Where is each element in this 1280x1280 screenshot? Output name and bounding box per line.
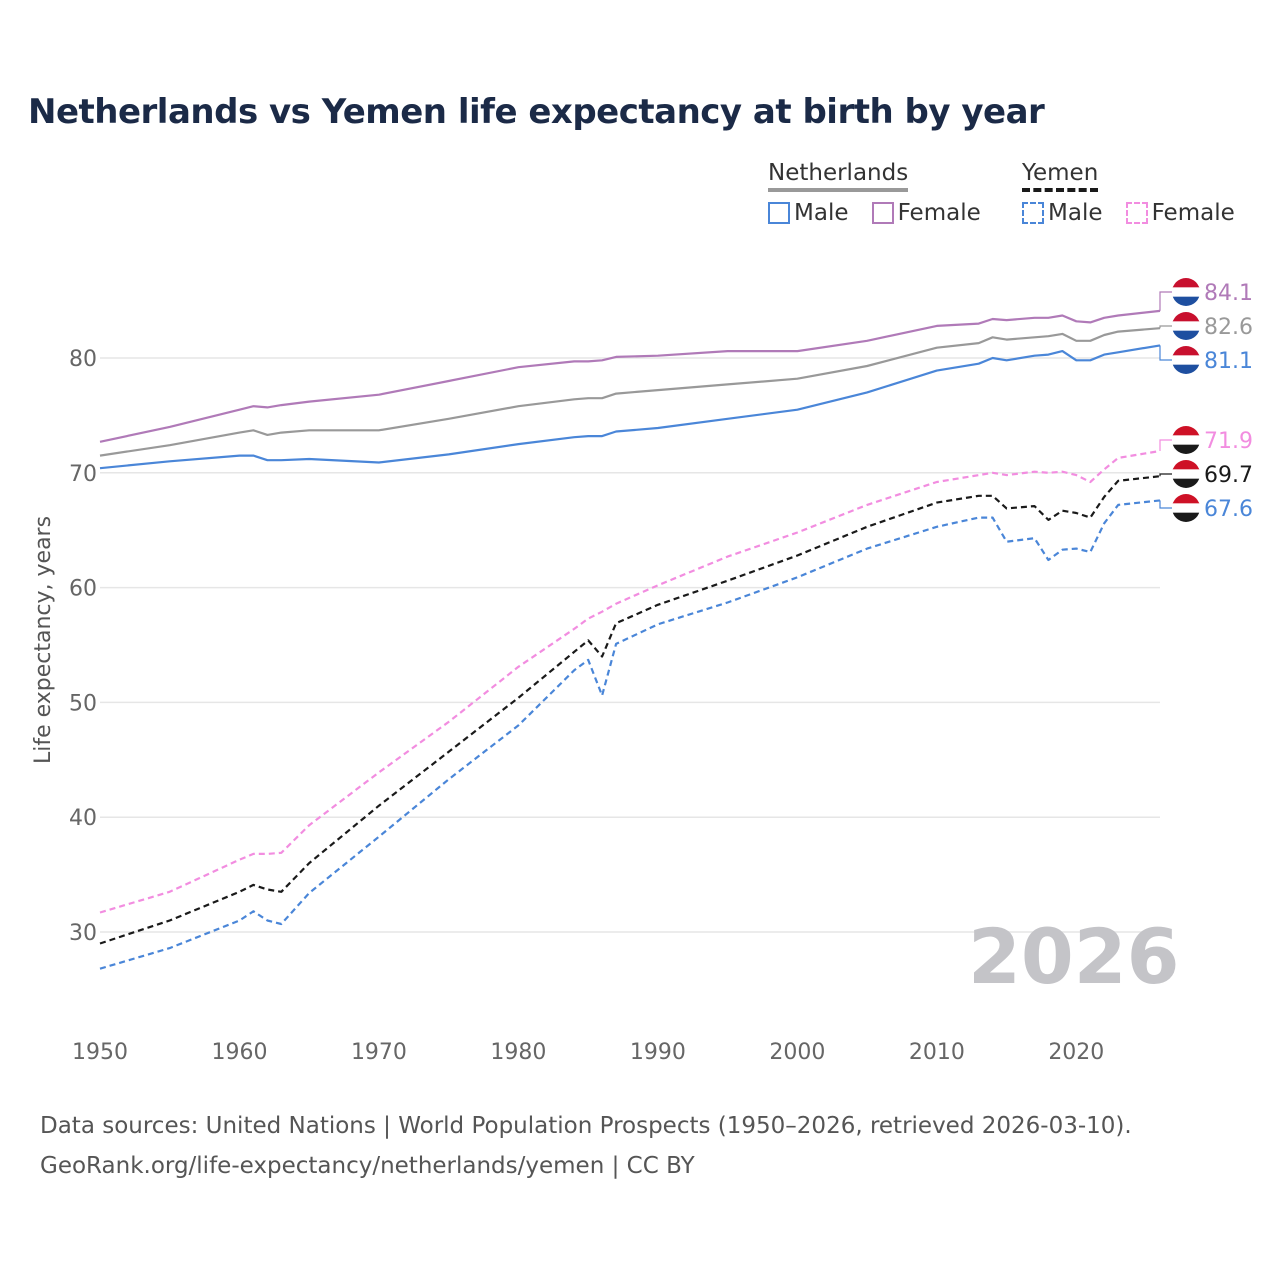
legend-yemen-female[interactable]: Female: [1125, 200, 1235, 226]
x-tick-label: 1980: [490, 1040, 546, 1065]
netherlands-flag-icon: [1172, 312, 1200, 340]
legend-label: Female: [897, 200, 981, 226]
flag-stripe: [1172, 435, 1200, 446]
end-value-label: 71.9: [1204, 429, 1253, 454]
x-tick-label: 2010: [909, 1040, 965, 1065]
flag-stripe: [1172, 346, 1200, 356]
x-tick-label: 1950: [72, 1040, 128, 1065]
chart-title: Netherlands vs Yemen life expectancy at …: [28, 92, 1045, 132]
flag-stripe: [1172, 364, 1200, 374]
flag-stripe: [1172, 321, 1200, 332]
legend-swatch-netherlands-female: [871, 202, 894, 224]
flag-stripe: [1172, 444, 1200, 454]
y-tick-label: 60: [69, 577, 97, 602]
end-connector: [1159, 439, 1172, 451]
series-line-yemen-male: [99, 499, 1161, 970]
source-line-2[interactable]: GeoRank.org/life-expectancy/netherlands/…: [40, 1153, 695, 1179]
series-line-yemen-female: [99, 449, 1161, 914]
axes: 30 40 50 60 70 80 1950 1960 1970 1980 1990 2000 2010…: [31, 347, 1104, 1065]
source-line-1: Data sources: United Nations | World Pop…: [40, 1113, 1132, 1139]
end-connector: [1159, 345, 1172, 361]
x-tick-label: 2000: [769, 1040, 825, 1065]
end-value-label: 81.1: [1204, 349, 1253, 374]
legend-group-netherlands: Netherlands Male Female: [768, 160, 999, 226]
legend-netherlands-female[interactable]: Female: [871, 200, 981, 226]
year-watermark: 2026: [968, 912, 1180, 1001]
x-tick-label: 2020: [1048, 1040, 1104, 1065]
flag-stripe: [1172, 503, 1200, 514]
yemen-flag-icon: [1172, 460, 1200, 488]
legend-group-yemen: Yemen Male Female: [1022, 160, 1235, 226]
legend-yemen-title: Yemen: [1022, 160, 1099, 192]
netherlands-flag-icon: [1172, 346, 1200, 374]
series-line-netherlands-male: [99, 344, 1161, 470]
x-tick-label: 1960: [211, 1040, 267, 1065]
flag-stripe: [1172, 296, 1200, 306]
netherlands-flag-icon: [1172, 278, 1200, 306]
series-line-yemen-both-sexes: [99, 475, 1161, 945]
end-connector: [1159, 500, 1172, 509]
flag-stripe: [1172, 478, 1200, 488]
flag-stripe: [1172, 469, 1200, 480]
series-line-netherlands-female: [99, 309, 1161, 443]
x-tick-label: 1990: [630, 1040, 686, 1065]
end-value-label: 82.6: [1204, 315, 1253, 340]
flag-stripe: [1172, 287, 1200, 298]
flag-stripe: [1172, 512, 1200, 522]
y-tick-label: 70: [69, 462, 97, 487]
legend-netherlands-male[interactable]: Male: [768, 200, 848, 226]
y-tick-label: 80: [69, 347, 97, 372]
legend-swatch-netherlands-male: [768, 202, 790, 224]
y-tick-label: 30: [69, 921, 97, 946]
flag-stripe: [1172, 278, 1200, 288]
flag-stripe: [1172, 460, 1200, 470]
end-value-label: 69.7: [1204, 463, 1253, 488]
flag-stripe: [1172, 494, 1200, 504]
flag-stripe: [1172, 426, 1200, 436]
end-connector: [1159, 473, 1172, 477]
legend-netherlands-title: Netherlands: [768, 160, 909, 192]
legend-swatch-yemen-male: [1022, 202, 1044, 224]
end-connector: [1159, 325, 1172, 329]
yemen-flag-icon: [1172, 426, 1200, 454]
gridlines: [100, 357, 1160, 933]
flag-stripe: [1172, 312, 1200, 322]
end-value-label: 84.1: [1204, 281, 1253, 306]
end-markers: 84.1 82.6 81.1 71.9 69.7 67.6: [1159, 278, 1253, 522]
y-tick-label: 40: [69, 806, 97, 831]
x-tick-label: 1970: [351, 1040, 407, 1065]
end-connector: [1159, 291, 1172, 311]
legend-label: Male: [794, 200, 849, 226]
legend-label: Male: [1048, 200, 1103, 226]
legend-label: Female: [1151, 200, 1235, 226]
y-tick-label: 50: [69, 691, 97, 716]
series-line-netherlands-both-sexes: [99, 327, 1161, 457]
y-axis-title: Life expectancy, years: [31, 516, 56, 764]
flag-stripe: [1172, 330, 1200, 340]
legend-yemen-male[interactable]: Male: [1022, 200, 1102, 226]
flag-stripe: [1172, 355, 1200, 366]
series-lines: [99, 309, 1161, 970]
yemen-flag-icon: [1172, 494, 1200, 522]
source-note: Data sources: United Nations | World Pop…: [40, 1106, 1132, 1186]
legend-swatch-yemen-female: [1125, 202, 1148, 224]
end-value-label: 67.6: [1204, 497, 1253, 522]
